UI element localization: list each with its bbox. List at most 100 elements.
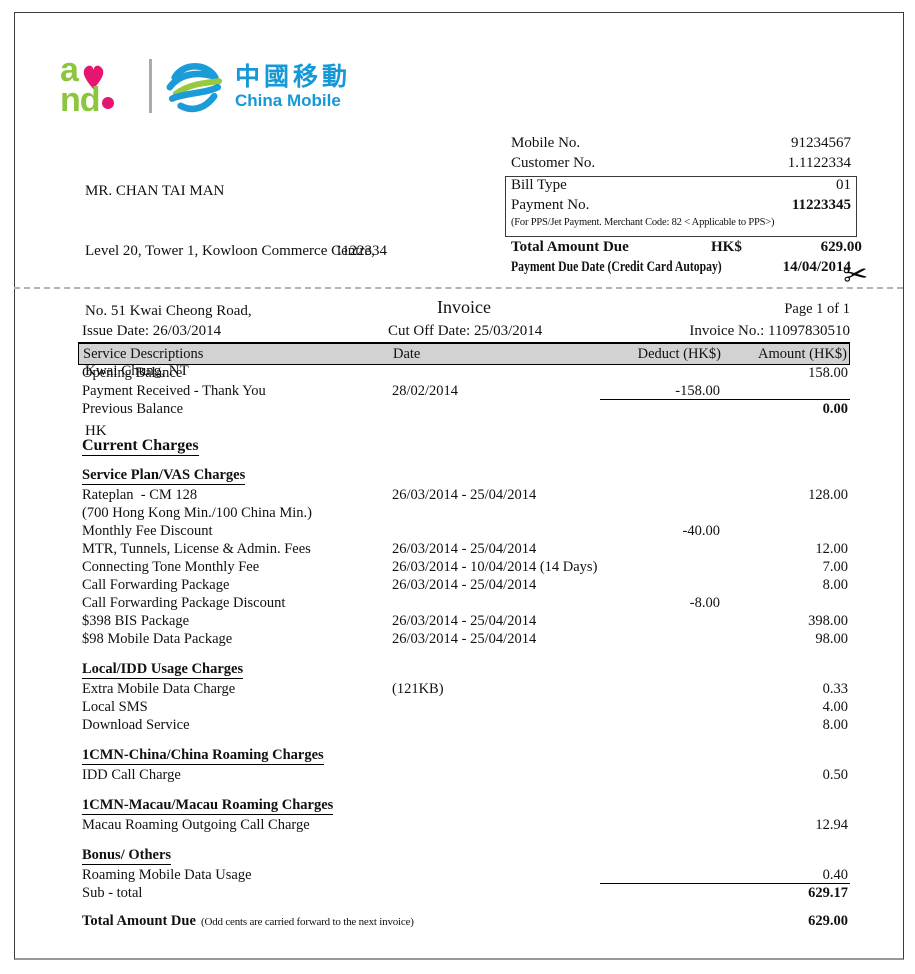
table-body: Opening Balance 158.00 Payment Received - … [78, 365, 850, 931]
row-amount: 4.00 [822, 699, 848, 715]
invoice-number: Invoice No.: 11097830510 [689, 323, 850, 339]
due-date-value: 14/04/2014 [782, 259, 851, 275]
table-row: Previous Balance 0.00 [78, 401, 850, 419]
row-description: Extra Mobile Data Charge [82, 681, 236, 697]
currency-label: HK$ [711, 239, 742, 255]
section-heading: 1CMN-China/China Roaming Charges [82, 747, 324, 765]
row-description: Payment Received - Thank You [82, 383, 266, 399]
and-logo-a: a [60, 51, 79, 89]
row-description: IDD Call Charge [82, 767, 181, 783]
section-heading-row: Bonus/ Others [78, 845, 850, 867]
table-row: $98 Mobile Data Package 26/03/2014 - 25/0… [78, 631, 850, 649]
col-amount: Amount (HK$) [757, 345, 847, 362]
table-row: Extra Mobile Data Charge (121KB) 0.33 [78, 681, 850, 699]
row-date: 26/03/2014 - 25/04/2014 [392, 577, 537, 593]
table-spacer [78, 419, 850, 429]
row-description: (700 Hong Kong Min./100 China Min.) [82, 505, 312, 521]
row-amount: 12.94 [815, 817, 848, 833]
row-amount: 128.00 [808, 487, 848, 503]
row-deduct: -8.00 [689, 595, 720, 611]
mobile-no-label: Mobile No. [511, 135, 581, 151]
row-description: Macau Roaming Outgoing Call Charge [82, 817, 310, 833]
page-border [14, 12, 904, 960]
address-line: No. 51 Kwai Cheong Road, [85, 303, 252, 319]
table-row: Download Service 8.00 [78, 717, 850, 735]
address-line: Level 20, Tower 1, Kowloon Commerce Cent… [85, 243, 375, 259]
section-heading-row: 1CMN-Macau/Macau Roaming Charges [78, 795, 850, 817]
row-description: MTR, Tunnels, License & Admin. Fees [82, 541, 311, 557]
row-amount: 7.00 [822, 559, 848, 575]
table-row: Call Forwarding Package 26/03/2014 - 25/0… [78, 577, 850, 595]
row-description: Call Forwarding Package Discount [82, 595, 286, 611]
customer-no-label: Customer No. [511, 155, 596, 171]
row-description: Opening Balance [82, 365, 183, 381]
charges-table: Service Descriptions Date Deduct (HK$) A… [78, 342, 850, 931]
row-amount: 158.00 [808, 365, 848, 381]
payment-info-box: Bill Type 01 Payment No. 11223345 (For P… [505, 176, 857, 237]
brand-divider [149, 59, 152, 113]
table-row: (700 Hong Kong Min./100 China Min.) [78, 505, 850, 523]
cut-line [14, 287, 903, 289]
bill-type-row: Bill Type 01 [506, 177, 856, 197]
mobile-no-row: Mobile No. 91234567 [505, 135, 857, 155]
row-note: (Odd cents are carried forward to the ne… [195, 916, 414, 928]
row-description: Previous Balance [82, 401, 184, 417]
row-description: Total Amount Due (Odd cents are carried … [82, 913, 414, 929]
section-heading-row: Current Charges [78, 429, 850, 465]
section-heading-row: Service Plan/VAS Charges [78, 465, 850, 487]
row-date: 28/02/2014 [392, 383, 459, 399]
table-row: Opening Balance 158.00 [78, 365, 850, 383]
bill-type-label: Bill Type [511, 177, 567, 193]
section-heading: 1CMN-Macau/Macau Roaming Charges [82, 797, 334, 815]
page-indicator: Page 1 of 1 [784, 301, 850, 317]
row-description: Roaming Mobile Data Usage [82, 867, 252, 883]
col-service-descriptions: Service Descriptions [83, 345, 204, 362]
table-spacer [78, 903, 850, 913]
china-mobile-globe-icon [166, 63, 222, 113]
row-amount: 398.00 [808, 613, 848, 629]
table-row: Total Amount Due (Odd cents are carried … [78, 913, 850, 931]
table-row: Local SMS 4.00 [78, 699, 850, 717]
row-description: Connecting Tone Monthly Fee [82, 559, 260, 575]
customer-no-row: Customer No. 1.1122334 [505, 155, 857, 175]
due-date-row: Payment Due Date (Credit Card Autopay) 1… [505, 259, 857, 279]
china-mobile-name-en: China Mobile [235, 90, 341, 110]
row-amount: 0.33 [822, 681, 848, 697]
china-mobile-name-cn: 中國移動 [235, 62, 352, 91]
row-description: Local SMS [82, 699, 148, 715]
table-header-row: Service Descriptions Date Deduct (HK$) A… [78, 342, 850, 365]
row-amount: 12.00 [815, 541, 848, 557]
address-line: HK [85, 423, 107, 439]
invoice-title: Invoice [437, 297, 491, 317]
table-spacer [78, 785, 850, 795]
row-description: Rateplan - CM 128 [82, 487, 198, 503]
row-deduct: -40.00 [682, 523, 720, 539]
row-date: 26/03/2014 - 25/04/2014 [392, 541, 537, 557]
table-row: $398 BIS Package 26/03/2014 - 25/04/2014 3… [78, 613, 850, 631]
row-date: 26/03/2014 - 25/04/2014 [392, 487, 537, 503]
and-logo-nd: nd [60, 81, 101, 119]
row-amount: 98.00 [815, 631, 848, 647]
row-description: Call Forwarding Package [82, 577, 230, 593]
scissors-icon: ✂ [841, 256, 870, 295]
table-row: MTR, Tunnels, License & Admin. Fees 26/03… [78, 541, 850, 559]
payment-no-row: Payment No. 11223345 [506, 197, 856, 217]
bill-type-value: 01 [836, 177, 851, 193]
payment-no-value: 11223345 [791, 197, 851, 213]
row-description: Monthly Fee Discount [82, 523, 213, 539]
table-row: Macau Roaming Outgoing Call Charge 12.94 [78, 817, 850, 835]
table-row: Connecting Tone Monthly Fee 26/03/2014 - … [78, 559, 850, 577]
customer-no-value: 1.1122334 [787, 155, 851, 171]
pps-note: (For PPS/Jet Payment. Merchant Code: 82 … [511, 217, 775, 228]
section-heading-row: 1CMN-China/China Roaming Charges [78, 745, 850, 767]
row-amount: 0.50 [822, 767, 848, 783]
row-amount: 629.17 [808, 885, 848, 901]
row-description: Sub - total [82, 885, 143, 901]
table-row: Rateplan - CM 128 26/03/2014 - 25/04/2014… [78, 487, 850, 505]
total-due-label: Total Amount Due [511, 239, 629, 255]
col-date: Date [393, 345, 421, 362]
total-due-value: 629.00 [820, 239, 862, 255]
and-logo: a nd [60, 51, 136, 119]
row-date: 26/03/2014 - 25/04/2014 [392, 631, 537, 647]
